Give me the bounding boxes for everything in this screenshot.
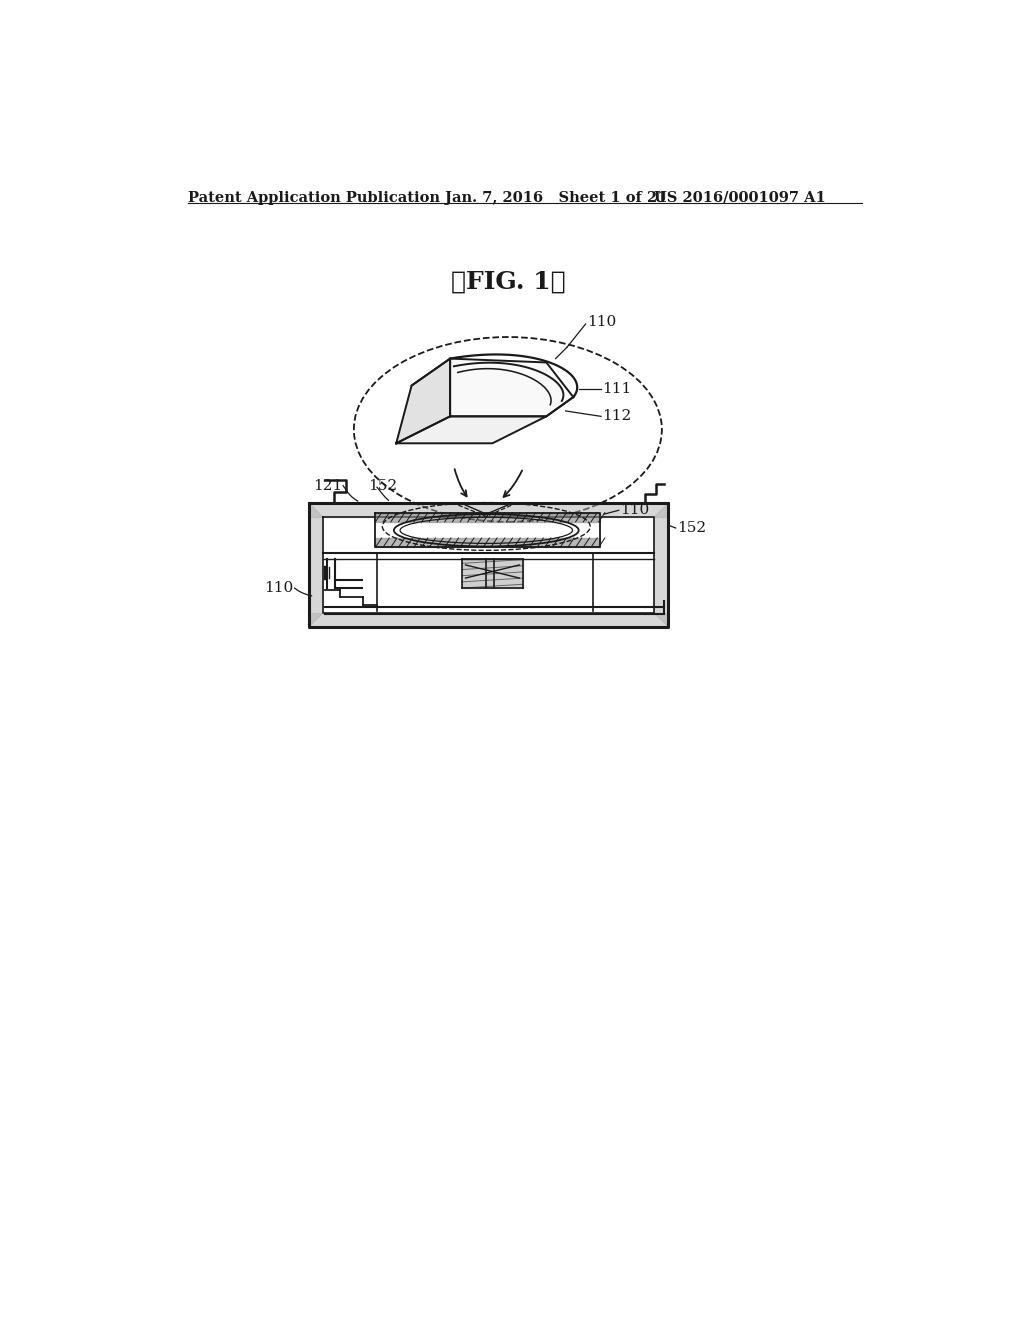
Polygon shape — [309, 503, 668, 517]
Text: Jan. 7, 2016   Sheet 1 of 21: Jan. 7, 2016 Sheet 1 of 21 — [444, 191, 668, 205]
Polygon shape — [396, 416, 547, 444]
Text: 121: 121 — [313, 479, 342, 492]
Text: 110: 110 — [587, 314, 616, 329]
Text: 152: 152 — [368, 479, 397, 492]
Text: 112: 112 — [602, 409, 632, 424]
Text: US 2016/0001097 A1: US 2016/0001097 A1 — [654, 191, 826, 205]
Text: 110: 110 — [621, 503, 649, 517]
Polygon shape — [451, 359, 573, 416]
Text: 【FIG. 1】: 【FIG. 1】 — [451, 271, 565, 294]
Text: 152: 152 — [677, 521, 707, 535]
Polygon shape — [654, 503, 668, 627]
Polygon shape — [376, 512, 600, 521]
Text: Patent Application Publication: Patent Application Publication — [188, 191, 440, 205]
Text: 111: 111 — [602, 383, 632, 396]
Polygon shape — [376, 539, 600, 548]
Polygon shape — [396, 359, 451, 444]
Text: 110: 110 — [264, 581, 294, 595]
Polygon shape — [309, 503, 323, 627]
Polygon shape — [309, 612, 668, 627]
Polygon shape — [462, 558, 523, 589]
